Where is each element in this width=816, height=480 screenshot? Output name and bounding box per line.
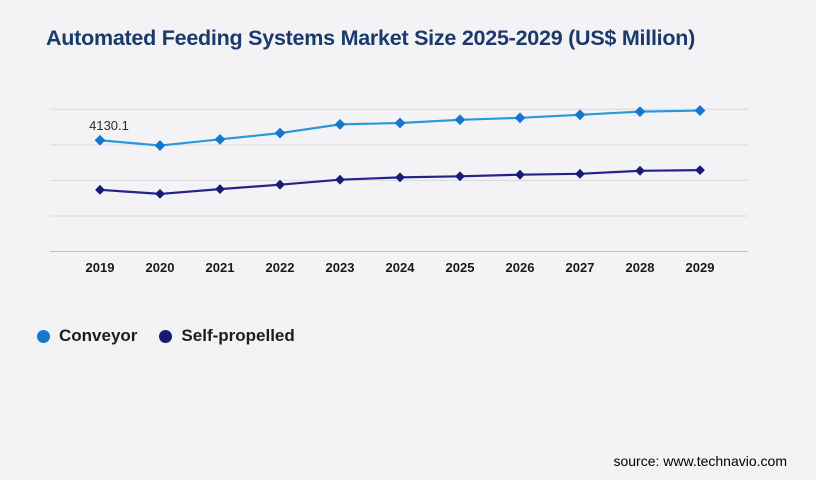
self-propelled-legend-marker-icon — [159, 329, 173, 343]
data-point-marker-conveyor — [694, 105, 706, 116]
x-axis-label: 2025 — [446, 260, 475, 275]
x-axis-label: 2023 — [326, 260, 355, 275]
x-axis-label: 2020 — [146, 260, 175, 275]
data-point-marker-self-propelled — [635, 165, 645, 176]
legend: Conveyor Self-propelled — [37, 326, 295, 346]
data-point-marker-conveyor — [154, 140, 166, 151]
source-attribution: source: www.technavio.com — [613, 453, 787, 469]
data-point-marker-conveyor — [274, 127, 286, 139]
data-point-marker-self-propelled — [575, 168, 585, 179]
data-point-marker-conveyor — [394, 117, 406, 129]
data-point-marker-self-propelled — [215, 184, 225, 195]
data-point-marker-self-propelled — [695, 165, 705, 175]
legend-item-conveyor: Conveyor — [37, 326, 137, 346]
x-axis-label: 2019 — [86, 260, 115, 275]
data-point-marker-conveyor — [574, 109, 586, 121]
data-point-marker-conveyor — [214, 133, 226, 145]
x-axis-label: 2027 — [566, 260, 595, 275]
x-axis-label: 2026 — [506, 260, 535, 275]
legend-label-self-propelled: Self-propelled — [181, 326, 295, 345]
x-axis-label: 2024 — [386, 260, 416, 275]
legend-label-conveyor: Conveyor — [59, 326, 138, 345]
data-point-marker-self-propelled — [95, 184, 105, 195]
market-size-line-chart: 2019 2020 2021 2022 2023 2024 2025 2026 2027 2028… — [50, 105, 748, 275]
data-point-marker-self-propelled — [395, 172, 405, 183]
data-point-marker-conveyor — [634, 106, 646, 118]
data-point-marker-self-propelled — [335, 174, 345, 185]
data-point-marker-self-propelled — [455, 171, 465, 182]
data-point-marker-self-propelled — [515, 169, 525, 180]
conveyor-legend-marker-icon — [37, 329, 50, 343]
x-axis-label: 2028 — [626, 260, 655, 275]
chart-title: Automated Feeding Systems Market Size 20… — [46, 26, 696, 50]
legend-item-self-propelled: Self-propelled — [159, 326, 295, 346]
data-point-marker-conveyor — [454, 114, 466, 126]
x-axis-label: 2022 — [266, 260, 295, 275]
data-point-marker-conveyor — [514, 112, 526, 124]
x-axis-label: 2021 — [206, 260, 235, 275]
data-point-marker-self-propelled — [275, 179, 285, 190]
x-axis-label: 2029 — [686, 260, 715, 275]
data-point-marker-conveyor — [334, 119, 346, 130]
point-value-label: 4130.1 — [89, 118, 129, 133]
data-point-marker-conveyor — [94, 134, 106, 146]
data-point-marker-self-propelled — [155, 189, 165, 199]
